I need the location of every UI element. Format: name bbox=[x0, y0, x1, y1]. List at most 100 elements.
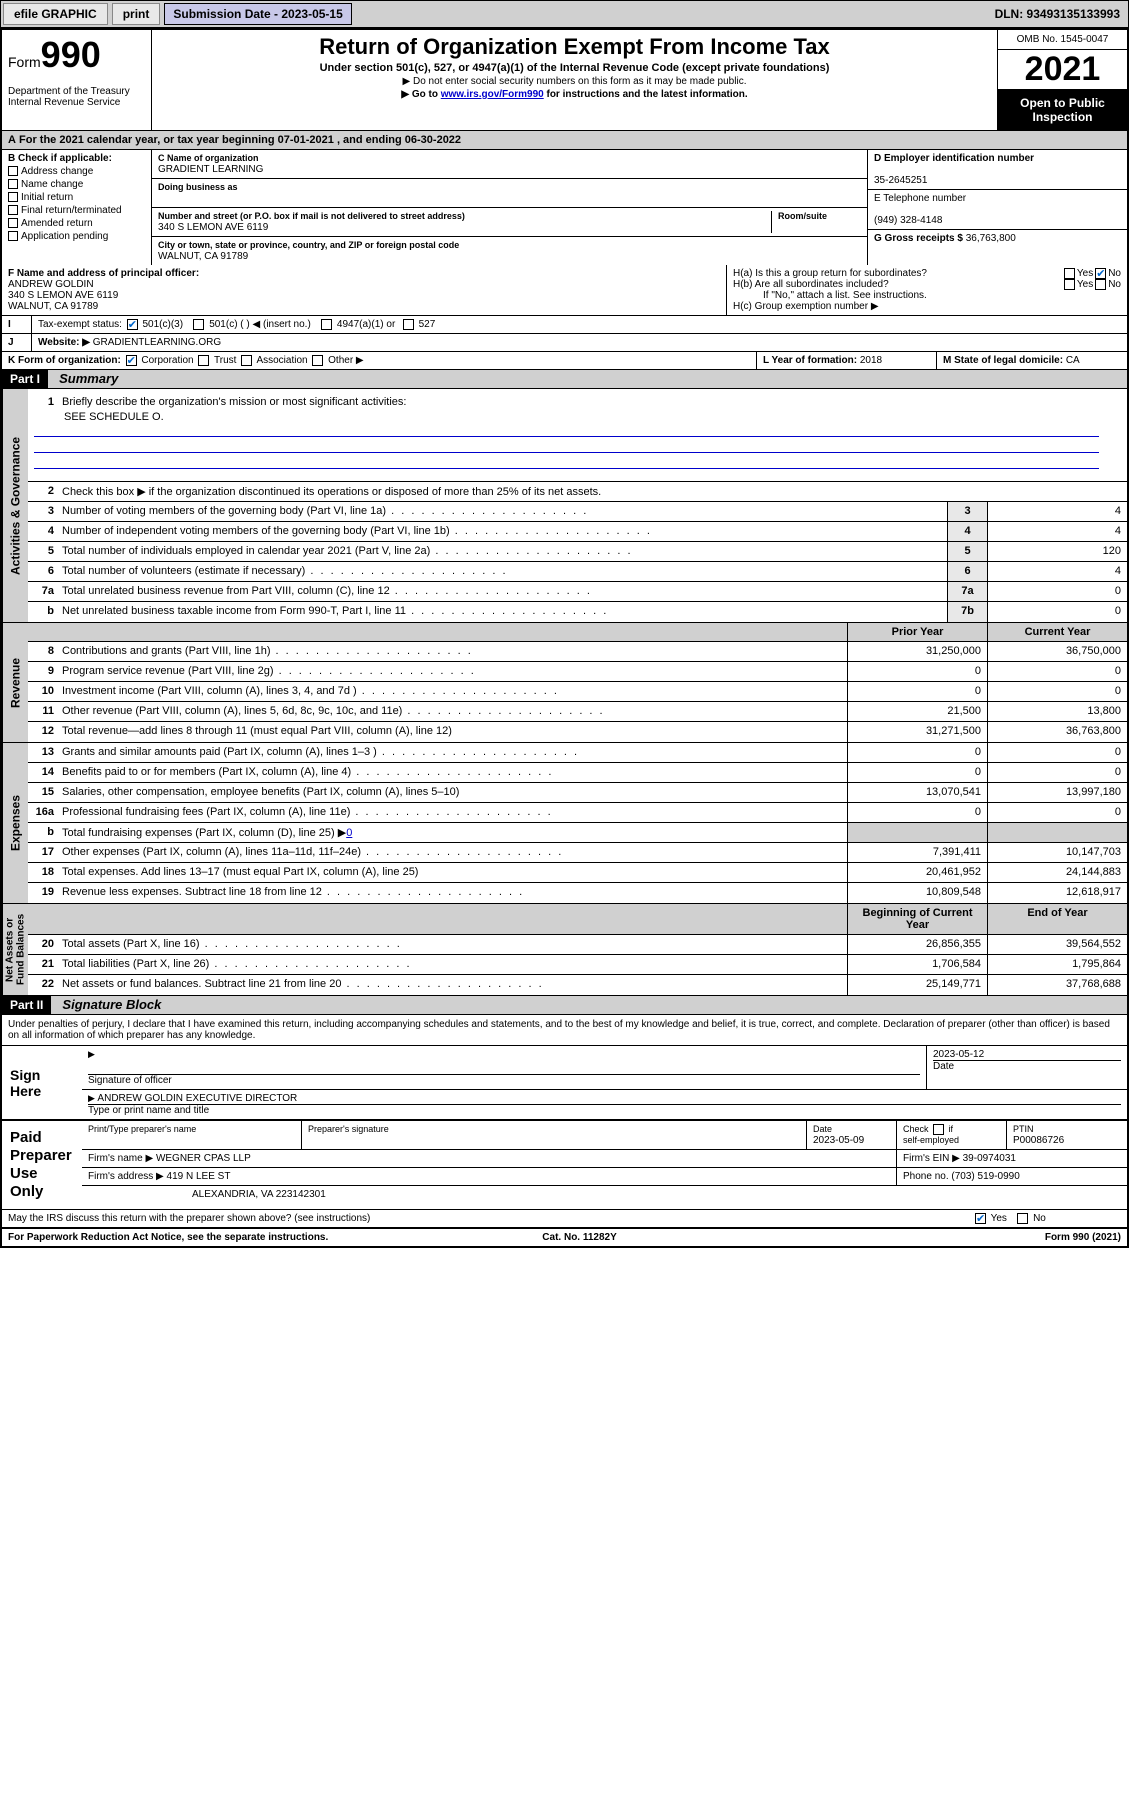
year-formation-value: 2018 bbox=[860, 355, 882, 366]
irs-link[interactable]: www.irs.gov/Form990 bbox=[441, 89, 544, 100]
chk-initial-return[interactable] bbox=[8, 192, 18, 202]
chk-501c[interactable] bbox=[193, 319, 204, 330]
line-10-current: 0 bbox=[987, 682, 1127, 701]
part-i-title: Summary bbox=[51, 371, 118, 386]
form-ref: Form 990 (2021) bbox=[1045, 1232, 1121, 1243]
line-8-prior: 31,250,000 bbox=[847, 642, 987, 661]
line-14-label: Benefits paid to or for members (Part IX… bbox=[58, 763, 847, 782]
discuss-yes-lbl: Yes bbox=[991, 1213, 1007, 1224]
line-7b-value: 0 bbox=[987, 602, 1127, 622]
line-20-begin: 26,856,355 bbox=[847, 935, 987, 954]
chk-application-pending[interactable] bbox=[8, 231, 18, 241]
paid-preparer-section: Paid Preparer Use Only Print/Type prepar… bbox=[2, 1121, 1127, 1210]
ha-yes[interactable] bbox=[1064, 268, 1075, 279]
ha-label: H(a) Is this a group return for subordin… bbox=[733, 268, 1062, 279]
opt-amended-return: Amended return bbox=[21, 218, 93, 229]
submission-date: Submission Date - 2023-05-15 bbox=[164, 3, 351, 25]
line-19-current: 12,618,917 bbox=[987, 883, 1127, 903]
discuss-no[interactable] bbox=[1017, 1213, 1028, 1224]
line-22-begin: 25,149,771 bbox=[847, 975, 987, 995]
line-9-prior: 0 bbox=[847, 662, 987, 681]
box-de: D Employer identification number35-26452… bbox=[867, 150, 1127, 265]
line-16b-value[interactable]: 0 bbox=[346, 827, 352, 839]
goto-prefix: ▶ Go to bbox=[401, 89, 440, 100]
dba-label: Doing business as bbox=[158, 182, 238, 192]
row-klm: K Form of organization: Corporation Trus… bbox=[2, 352, 1127, 370]
fh-row: F Name and address of principal officer:… bbox=[2, 265, 1127, 316]
org-name: GRADIENT LEARNING bbox=[158, 164, 263, 175]
ha-yes-lbl: Yes bbox=[1077, 268, 1093, 279]
line-14-prior: 0 bbox=[847, 763, 987, 782]
line-13-label: Grants and similar amounts paid (Part IX… bbox=[58, 743, 847, 762]
print-button[interactable]: print bbox=[112, 3, 161, 25]
line-17-current: 10,147,703 bbox=[987, 843, 1127, 862]
opt-final-return: Final return/terminated bbox=[21, 205, 122, 216]
period-row: A For the 2021 calendar year, or tax yea… bbox=[2, 131, 1127, 150]
chk-501c3[interactable] bbox=[127, 319, 138, 330]
chk-trust[interactable] bbox=[198, 355, 209, 366]
line-4-label: Number of independent voting members of … bbox=[58, 522, 947, 541]
identity-block: B Check if applicable: Address change Na… bbox=[2, 150, 1127, 265]
line-15-prior: 13,070,541 bbox=[847, 783, 987, 802]
ein-value: 35-2645251 bbox=[874, 175, 927, 186]
line-7b-label: Net unrelated business taxable income fr… bbox=[58, 602, 947, 622]
section-expenses: Expenses 13Grants and similar amounts pa… bbox=[2, 743, 1127, 904]
line-11-prior: 21,500 bbox=[847, 702, 987, 721]
chk-corp[interactable] bbox=[126, 355, 137, 366]
line-4-value: 4 bbox=[987, 522, 1127, 541]
hb-no-lbl: No bbox=[1108, 279, 1121, 290]
chk-final-return[interactable] bbox=[8, 205, 18, 215]
chk-address-change[interactable] bbox=[8, 166, 18, 176]
form-subtitle-2: ▶ Do not enter social security numbers o… bbox=[158, 76, 991, 87]
section-activities-governance: Activities & Governance 1Briefly describ… bbox=[2, 389, 1127, 623]
addr-label: Number and street (or P.O. box if mail i… bbox=[158, 211, 465, 221]
line-1-label: Briefly describe the organization's miss… bbox=[58, 393, 410, 411]
hb-no[interactable] bbox=[1095, 279, 1106, 290]
box-b: B Check if applicable: Address change Na… bbox=[2, 150, 152, 265]
form-word: Form bbox=[8, 54, 41, 70]
chk-amended-return[interactable] bbox=[8, 218, 18, 228]
chk-name-change[interactable] bbox=[8, 179, 18, 189]
efile-button[interactable]: efile GRAPHIC bbox=[3, 3, 108, 25]
discuss-yes[interactable] bbox=[975, 1213, 986, 1224]
year-formation-label: L Year of formation: bbox=[763, 355, 857, 366]
chk-assoc[interactable] bbox=[241, 355, 252, 366]
col-prior-year: Prior Year bbox=[847, 623, 987, 641]
line-3-value: 4 bbox=[987, 502, 1127, 521]
chk-527[interactable] bbox=[403, 319, 414, 330]
line-22-label: Net assets or fund balances. Subtract li… bbox=[58, 975, 847, 995]
officer-label: F Name and address of principal officer: bbox=[8, 268, 199, 279]
firm-name-label: Firm's name ▶ bbox=[88, 1153, 153, 1164]
ha-no[interactable] bbox=[1095, 268, 1106, 279]
tax-exempt-label: Tax-exempt status: bbox=[38, 319, 122, 330]
label-j: J bbox=[2, 334, 32, 351]
phone-value: (949) 328-4148 bbox=[874, 215, 942, 226]
opt-501c3: 501(c)(3) bbox=[142, 319, 183, 330]
form-footer: For Paperwork Reduction Act Notice, see … bbox=[2, 1229, 1127, 1246]
signature-officer-label: Signature of officer bbox=[88, 1075, 172, 1086]
hb-yes[interactable] bbox=[1064, 279, 1075, 290]
form-990: Form990 Department of the Treasury Inter… bbox=[0, 28, 1129, 1248]
line-11-label: Other revenue (Part VIII, column (A), li… bbox=[58, 702, 847, 721]
header-left: Form990 Department of the Treasury Inter… bbox=[2, 30, 152, 130]
website-label: Website: ▶ bbox=[38, 337, 90, 348]
line-21-end: 1,795,864 bbox=[987, 955, 1127, 974]
line-13-prior: 0 bbox=[847, 743, 987, 762]
ha-no-lbl: No bbox=[1108, 268, 1121, 279]
officer-name: ANDREW GOLDIN bbox=[8, 279, 94, 290]
line-17-prior: 7,391,411 bbox=[847, 843, 987, 862]
col-end-year: End of Year bbox=[987, 904, 1127, 934]
chk-other[interactable] bbox=[312, 355, 323, 366]
line-12-label: Total revenue—add lines 8 through 11 (mu… bbox=[58, 722, 847, 742]
gross-receipts-value: 36,763,800 bbox=[966, 233, 1016, 244]
line-16a-current: 0 bbox=[987, 803, 1127, 822]
top-toolbar: efile GRAPHIC print Submission Date - 20… bbox=[0, 0, 1129, 28]
preparer-self-label: Check bbox=[903, 1124, 931, 1134]
firm-addr1: 419 N LEE ST bbox=[167, 1171, 231, 1182]
vtab-activities: Activities & Governance bbox=[2, 389, 28, 622]
firm-addr2: ALEXANDRIA, VA 223142301 bbox=[192, 1189, 326, 1200]
line-16b-label: Total fundraising expenses (Part IX, col… bbox=[62, 827, 346, 839]
chk-4947[interactable] bbox=[321, 319, 332, 330]
city-value: WALNUT, CA 91789 bbox=[158, 251, 248, 262]
chk-self-employed[interactable] bbox=[933, 1124, 944, 1135]
